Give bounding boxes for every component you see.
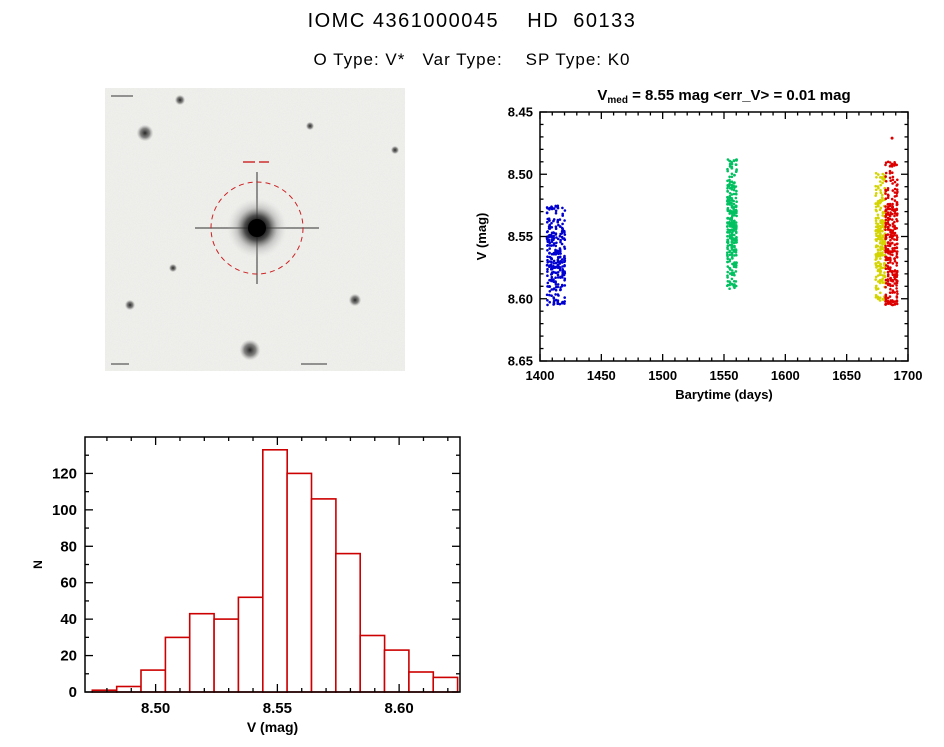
plate-corner-marks bbox=[111, 95, 327, 365]
svg-text:40: 40 bbox=[60, 611, 77, 628]
svg-text:1650: 1650 bbox=[832, 368, 861, 383]
svg-text:8.45: 8.45 bbox=[508, 105, 533, 120]
svg-text:8.50: 8.50 bbox=[508, 167, 533, 182]
svg-text:80: 80 bbox=[60, 538, 77, 555]
svg-text:Vmed = 8.55 mag <err_V> = 0.01: Vmed = 8.55 mag <err_V> = 0.01 mag bbox=[597, 87, 850, 106]
svg-text:8.60: 8.60 bbox=[508, 291, 533, 306]
object-type-line: O Type: V* Var Type: SP Type: K0 bbox=[313, 50, 631, 69]
svg-text:1450: 1450 bbox=[587, 368, 616, 383]
svg-text:60: 60 bbox=[60, 575, 77, 592]
svg-text:20: 20 bbox=[60, 648, 77, 665]
finder-chart-image bbox=[105, 88, 405, 371]
svg-text:Barytime (days): Barytime (days) bbox=[675, 387, 773, 402]
svg-text:1600: 1600 bbox=[771, 368, 800, 383]
svg-text:1700: 1700 bbox=[894, 368, 923, 383]
svg-text:V (mag): V (mag) bbox=[474, 213, 489, 261]
svg-text:8.60: 8.60 bbox=[385, 700, 414, 717]
svg-text:N: N bbox=[31, 560, 45, 569]
svg-text:120: 120 bbox=[52, 465, 77, 482]
svg-text:1500: 1500 bbox=[648, 368, 677, 383]
lightcurve-chart: Vmed = 8.55 mag <err_V> = 0.01 mag 1400 14… bbox=[474, 87, 923, 402]
page-title: IOMC 4361000045 HD 60133 bbox=[307, 10, 637, 32]
histogram-chart: 8.50 8.55 8.60 0 20 40 60 80 100 120 V (mag) N bbox=[31, 436, 461, 735]
svg-text:0: 0 bbox=[69, 684, 77, 701]
svg-text:100: 100 bbox=[52, 502, 77, 519]
histogram-plot: 8.50 8.55 8.60 0 20 40 60 80 100 120 V (mag) N bbox=[30, 424, 480, 742]
svg-text:8.55: 8.55 bbox=[263, 700, 292, 717]
svg-text:8.55: 8.55 bbox=[508, 229, 533, 244]
svg-text:1550: 1550 bbox=[710, 368, 739, 383]
svg-text:8.50: 8.50 bbox=[141, 700, 170, 717]
svg-text:V (mag): V (mag) bbox=[247, 719, 298, 735]
svg-text:1400: 1400 bbox=[526, 368, 555, 383]
svg-text:8.65: 8.65 bbox=[508, 354, 533, 369]
lightcurve-plot: Vmed = 8.55 mag <err_V> = 0.01 mag 1400 14… bbox=[470, 84, 944, 414]
star-field-image bbox=[105, 88, 405, 371]
